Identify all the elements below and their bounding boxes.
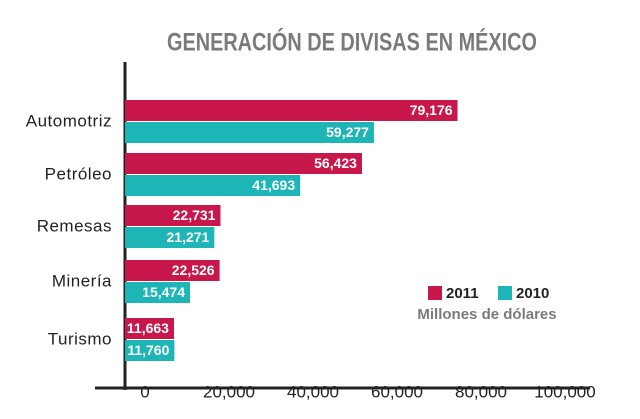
bar <box>125 260 220 281</box>
bar <box>125 122 374 143</box>
y-tick-label: Petróleo <box>45 164 112 183</box>
y-tick-label: Remesas <box>37 216 112 235</box>
y-tick-label: Turismo <box>48 329 112 348</box>
bar <box>125 340 175 361</box>
bar <box>125 153 362 174</box>
bar <box>125 175 301 196</box>
value-label: 56,423 <box>314 155 357 171</box>
bar <box>125 100 458 121</box>
bar <box>125 227 215 248</box>
x-tick-label: 100,000 <box>534 382 595 401</box>
legend-swatch <box>498 286 512 300</box>
x-tick-label: 20,000 <box>203 382 255 401</box>
x-tick-label: 80,000 <box>455 382 507 401</box>
legend-swatch <box>428 286 442 300</box>
value-label: 11,663 <box>127 320 169 336</box>
value-label: 21,271 <box>167 229 210 245</box>
unit-note: Millones de dólares <box>417 306 556 323</box>
bar <box>125 205 221 226</box>
x-tick-label: 60,000 <box>371 382 423 401</box>
y-tick-label: Automotriz <box>26 111 112 130</box>
bar <box>125 282 190 303</box>
value-label: 22,731 <box>173 207 216 223</box>
value-label: 11,760 <box>127 342 169 358</box>
legend-label: 2011 <box>446 285 479 302</box>
x-tick-label: 0 <box>140 382 149 401</box>
value-label: 22,526 <box>172 262 215 278</box>
value-label: 79,176 <box>410 102 453 118</box>
value-label: 15,474 <box>142 284 185 300</box>
chart-title: GENERACIÓN DE DIVISAS EN MÉXICO <box>167 27 537 57</box>
value-label: 59,277 <box>326 124 369 140</box>
legend-label: 2010 <box>516 285 549 302</box>
x-tick-label: 40,000 <box>287 382 339 401</box>
bar <box>125 318 174 339</box>
y-tick-label: Minería <box>52 271 112 290</box>
value-label: 41,693 <box>252 177 295 193</box>
